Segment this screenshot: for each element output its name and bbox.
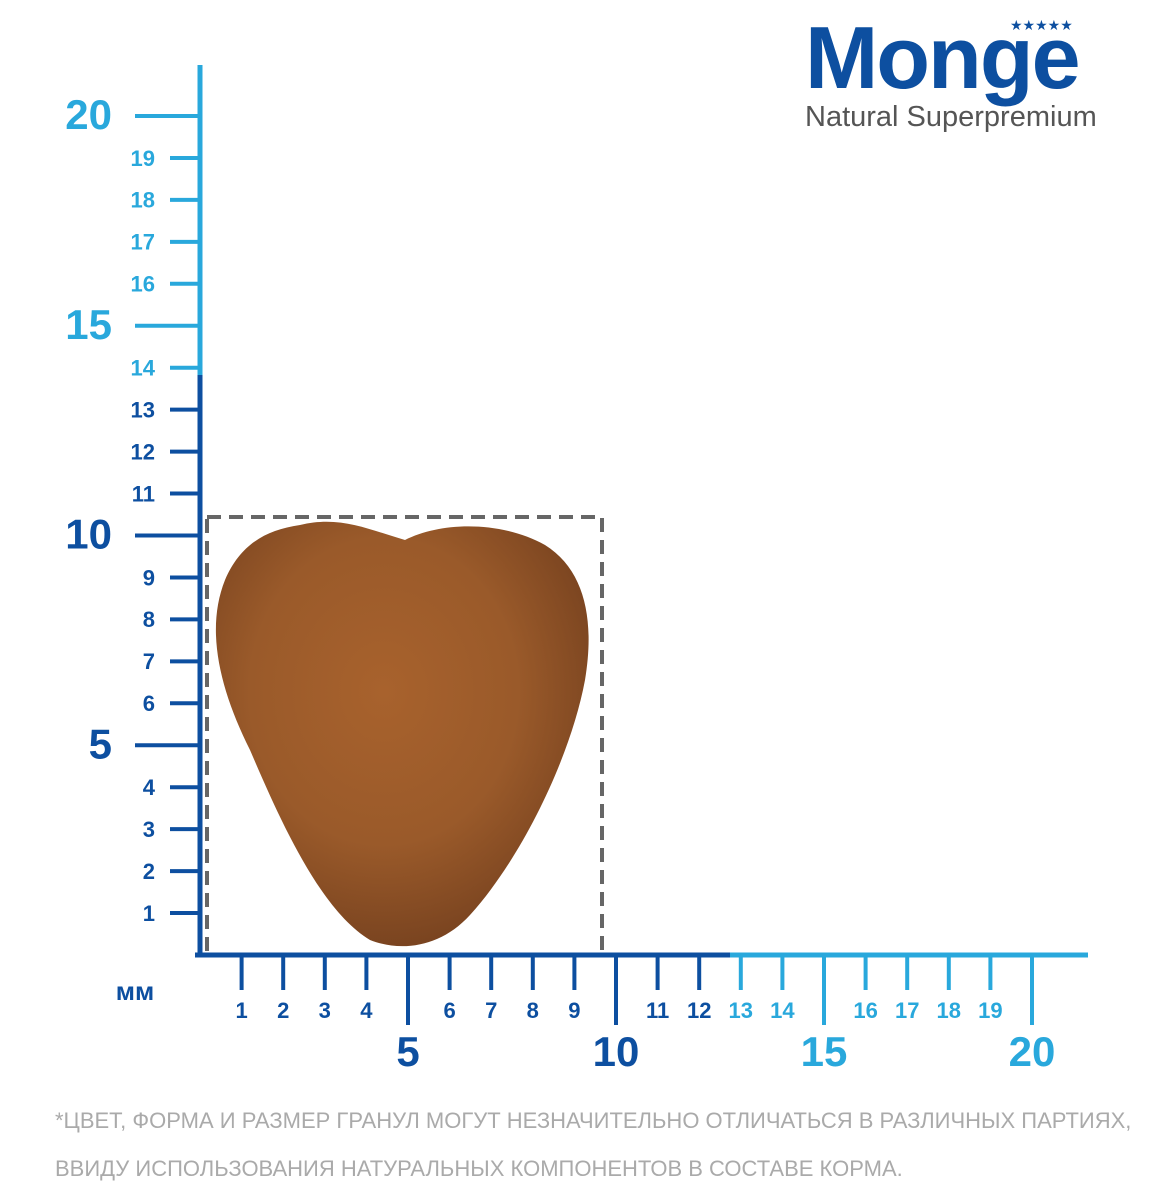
unit-label: мм (116, 976, 154, 1006)
x-tick-label: 7 (485, 998, 497, 1023)
x-major-label: 15 (801, 1028, 848, 1075)
y-tick-label: 3 (143, 817, 155, 842)
x-major-label: 20 (1009, 1028, 1056, 1075)
y-tick-label: 19 (131, 146, 155, 171)
x-tick-label: 11 (646, 998, 669, 1023)
kibble (215, 521, 589, 947)
x-tick-label: 13 (729, 998, 753, 1023)
logo: Monge ★★★★★ Natural Superpremium (805, 8, 1097, 133)
y-major-label: 15 (65, 301, 112, 348)
x-tick-label: 19 (978, 998, 1002, 1023)
x-tick-label: 17 (895, 998, 919, 1023)
y-major-label: 5 (89, 720, 112, 767)
x-tick-label: 9 (568, 998, 580, 1023)
brand: Monge (805, 8, 1079, 107)
y-tick-label: 8 (143, 607, 155, 632)
x-tick-label: 18 (937, 998, 961, 1023)
x-major-label: 5 (396, 1028, 419, 1075)
y-tick-label: 14 (131, 356, 156, 381)
y-major-label: 20 (65, 91, 112, 138)
y-tick-label: 6 (143, 691, 155, 716)
y-tick-label: 9 (143, 565, 155, 590)
ruler: мм (116, 65, 1088, 1006)
y-tick-label: 12 (131, 439, 155, 464)
x-tick-label: 12 (687, 998, 711, 1023)
x-tick-label: 8 (527, 998, 539, 1023)
x-tick-label: 3 (319, 998, 331, 1023)
x-tick-label: 14 (770, 998, 795, 1023)
stars: ★★★★★ (1010, 17, 1073, 33)
note-line: *ЦВЕТ, ФОРМА И РАЗМЕР ГРАНУЛ МОГУТ НЕЗНА… (55, 1108, 1131, 1133)
x-tick-label: 16 (853, 998, 877, 1023)
y-tick-label: 2 (143, 859, 155, 884)
x-tick-label: 1 (235, 998, 247, 1023)
y-tick-label: 11 (132, 481, 155, 506)
y-tick-label: 1 (143, 901, 155, 926)
y-tick-label: 16 (131, 272, 155, 297)
note-line: ВВИДУ ИСПОЛЬЗОВАНИЯ НАТУРАЛЬНЫХ КОМПОНЕН… (55, 1156, 903, 1181)
y-tick-label: 4 (143, 775, 156, 800)
y-tick-label: 7 (143, 649, 155, 674)
y-tick-label: 13 (131, 397, 155, 422)
tagline: Natural Superpremium (805, 101, 1097, 133)
y-major-label: 10 (65, 511, 112, 558)
y-tick-label: 18 (131, 188, 155, 213)
x-tick-label: 2 (277, 998, 289, 1023)
y-tick-label: 17 (131, 230, 155, 255)
x-major-label: 10 (593, 1028, 640, 1075)
x-tick-label: 6 (443, 998, 455, 1023)
x-tick-label: 4 (360, 998, 373, 1023)
